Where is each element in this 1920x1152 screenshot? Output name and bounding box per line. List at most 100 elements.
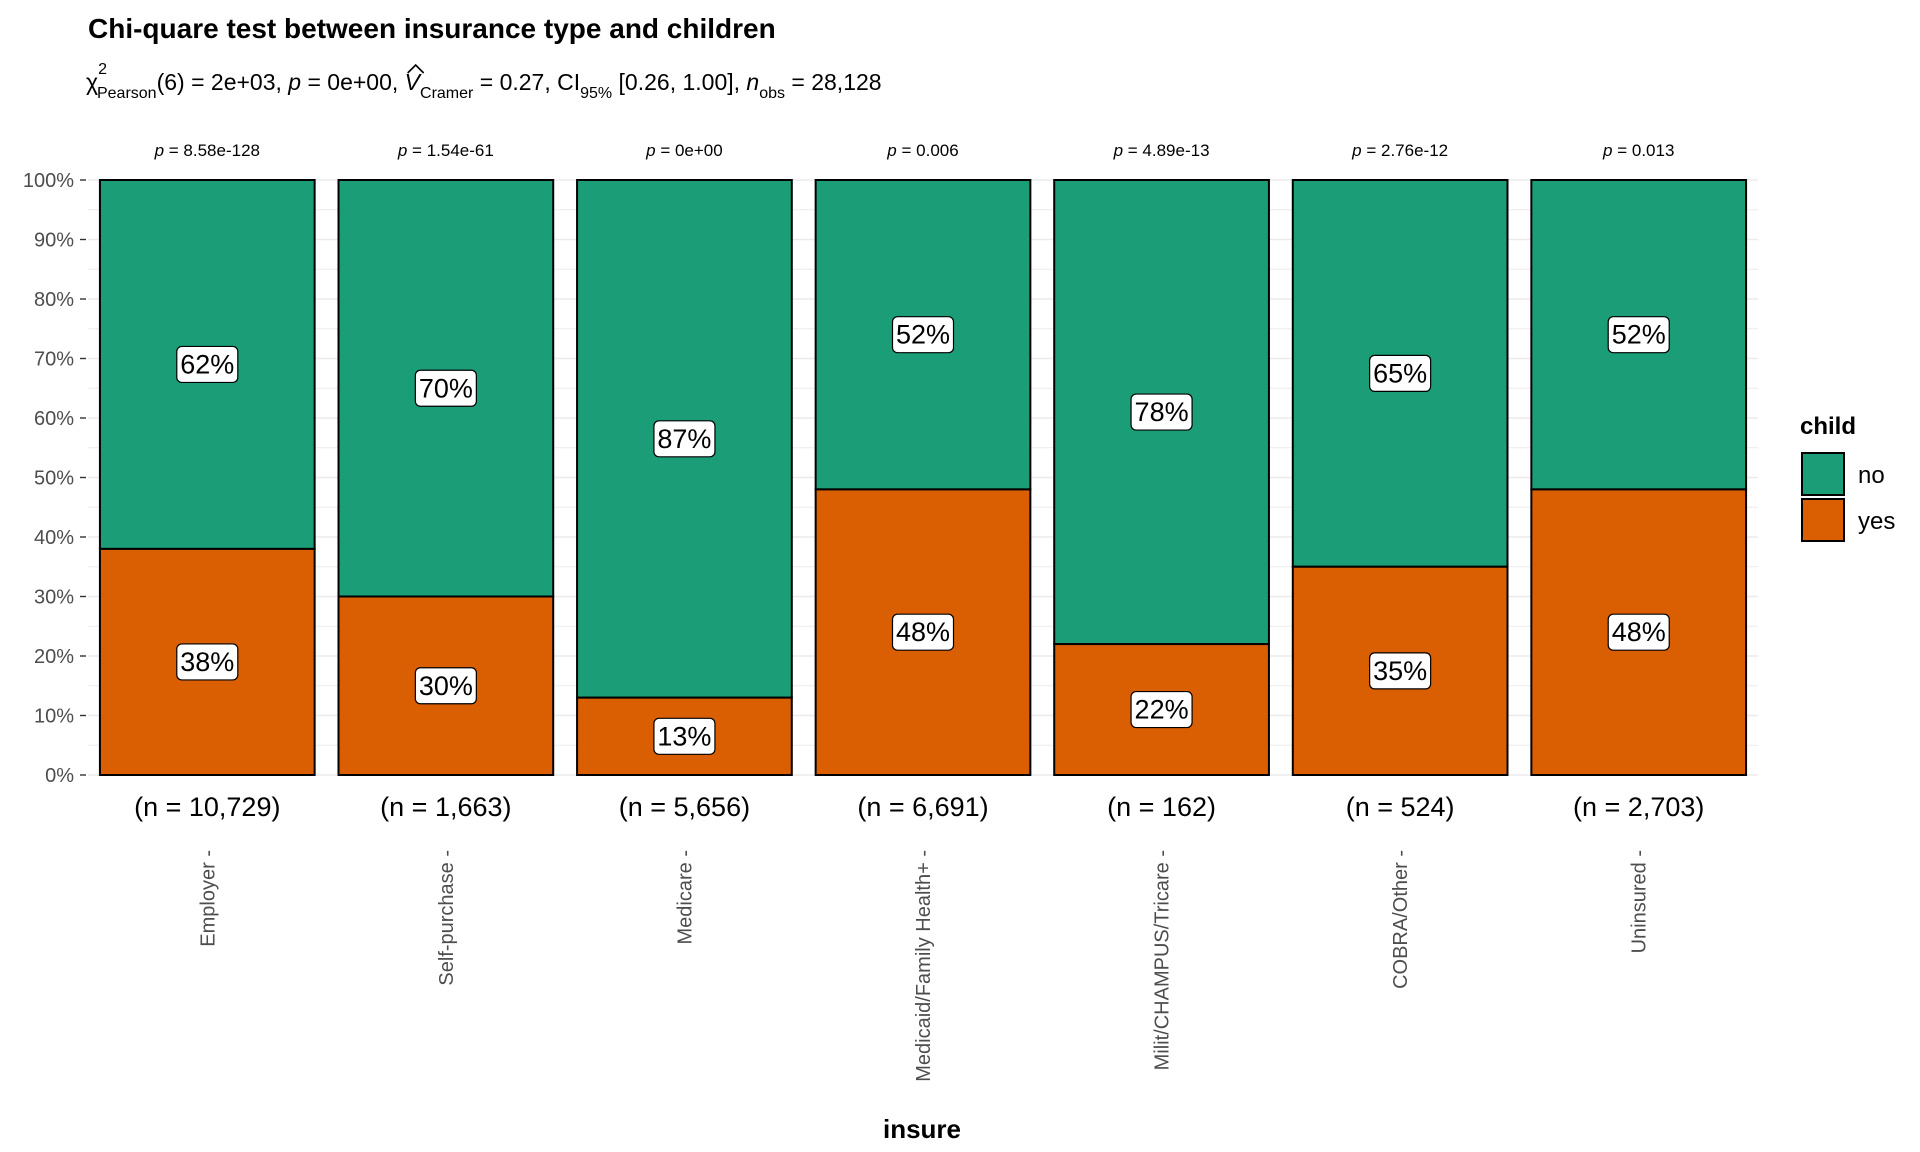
p-value-symbol: p bbox=[397, 141, 407, 160]
x-tick-label: Self-purchase - bbox=[436, 850, 458, 986]
bar-label-no-box bbox=[176, 345, 239, 384]
p-value-symbol: p bbox=[886, 141, 896, 160]
chart-title: Chi-quare test between insurance type an… bbox=[88, 13, 776, 44]
p-value-symbol: p bbox=[645, 141, 655, 160]
p-value-number: = 0.013 bbox=[1612, 141, 1674, 160]
subtitle-chi-sup: 2 bbox=[98, 61, 107, 78]
n-label: (n = 6,691) bbox=[857, 792, 988, 822]
p-value-number: = 0e+00 bbox=[656, 141, 723, 160]
n-label: (n = 2,703) bbox=[1573, 792, 1704, 822]
bar-label-no: 70% bbox=[419, 373, 473, 403]
x-tick-label: Milit/CHAMPUS/Tricare - bbox=[1152, 850, 1174, 1070]
legend-key-yes bbox=[1801, 498, 1845, 542]
y-tick-label: 100% bbox=[23, 170, 74, 192]
v-hat-mark bbox=[407, 63, 425, 74]
bar-label-yes: 48% bbox=[896, 617, 950, 647]
bar-label-no-box bbox=[653, 420, 716, 458]
bar-label-yes-box bbox=[414, 667, 477, 705]
p-value-label: p = 1.54e-61 bbox=[397, 141, 494, 160]
n-label: (n = 524) bbox=[1346, 792, 1455, 822]
p-value-number: = 8.58e-128 bbox=[164, 141, 260, 160]
subtitle-chi: χ bbox=[86, 69, 98, 95]
bar-label-no-box bbox=[1369, 354, 1432, 392]
bar-label-no-box bbox=[414, 369, 477, 407]
n-label: (n = 162) bbox=[1107, 792, 1216, 822]
x-tick-label: Employer - bbox=[197, 850, 219, 947]
bar-label-yes: 22% bbox=[1135, 695, 1189, 725]
y-tick-label: 60% bbox=[34, 408, 74, 430]
bar-label-no: 65% bbox=[1373, 358, 1427, 388]
bar-label-no: 62% bbox=[180, 349, 234, 379]
y-tick-label: 30% bbox=[34, 587, 74, 609]
bar-label-no: 52% bbox=[896, 320, 950, 350]
y-tick-label: 20% bbox=[34, 646, 74, 668]
bar-label-yes: 35% bbox=[1373, 656, 1427, 686]
p-value-symbol: p bbox=[1351, 141, 1361, 160]
p-value-label: p = 8.58e-128 bbox=[154, 141, 260, 160]
p-value-number: = 4.89e-13 bbox=[1123, 141, 1210, 160]
p-value-label: p = 4.89e-13 bbox=[1113, 141, 1210, 160]
y-tick-label: 70% bbox=[34, 349, 74, 371]
subtitle-part4: [0.26, 1.00], bbox=[612, 69, 746, 95]
subtitle-part2: = 0e+00, bbox=[301, 69, 405, 95]
n-label: (n = 5,656) bbox=[619, 792, 750, 822]
p-value-number: = 2.76e-12 bbox=[1362, 141, 1449, 160]
p-value-number: = 0.006 bbox=[897, 141, 959, 160]
p-value-symbol: p bbox=[1602, 141, 1612, 160]
bar-label-no: 87% bbox=[657, 424, 711, 454]
bar-label-yes-box bbox=[653, 717, 716, 755]
subtitle-n-symbol: n bbox=[746, 69, 759, 95]
bar-label-yes-box bbox=[1130, 690, 1193, 729]
legend: child no yes bbox=[1800, 413, 1895, 542]
subtitle-v-sub: Cramer bbox=[420, 85, 474, 102]
bar-label-no: 52% bbox=[1612, 320, 1666, 350]
legend-title: child bbox=[1800, 413, 1856, 440]
p-value-number: = 1.54e-61 bbox=[407, 141, 494, 160]
subtitle-ci-sub: 95% bbox=[580, 85, 612, 102]
subtitle-v-symbol: V bbox=[405, 69, 423, 95]
p-value-symbol: p bbox=[154, 141, 164, 160]
p-value-label: p = 0.013 bbox=[1602, 141, 1674, 160]
p-value-label: p = 2.76e-12 bbox=[1351, 141, 1448, 160]
y-tick-label: 50% bbox=[34, 468, 74, 490]
bar-label-yes-box bbox=[891, 613, 955, 651]
bar-label-yes-box bbox=[1607, 613, 1670, 651]
bars: 62% 38% p = 8.58e-128 70% 30% p = 1.54e-61 87%… bbox=[98, 141, 1748, 777]
n-label: (n = 1,663) bbox=[380, 792, 511, 822]
bar-no bbox=[1053, 179, 1270, 646]
y-tick-label: 10% bbox=[34, 706, 74, 728]
p-value-label: p = 0e+00 bbox=[645, 141, 723, 160]
n-label: (n = 10,729) bbox=[134, 792, 280, 822]
y-axis: 0% 10% 20% 30% 40% 50% 60% 70% 80% 90% 100% bbox=[23, 170, 86, 787]
y-tick-label: 90% bbox=[34, 230, 74, 252]
p-value-label: p = 0.006 bbox=[886, 141, 958, 160]
subtitle-part1: (6) = 2e+03, bbox=[157, 69, 289, 95]
bar-label-yes: 48% bbox=[1612, 617, 1666, 647]
legend-key-no bbox=[1801, 452, 1845, 496]
y-tick-label: 80% bbox=[34, 289, 74, 311]
x-tick-label: COBRA/Other - bbox=[1390, 850, 1412, 989]
bar-label-yes-box bbox=[1369, 652, 1432, 690]
subtitle-part3: = 0.27, CI bbox=[473, 69, 580, 95]
y-tick-label: 40% bbox=[34, 527, 74, 549]
x-tick-label: Medicaid/Family Health+ - bbox=[913, 850, 935, 1082]
bar-label-yes: 30% bbox=[419, 671, 473, 701]
x-tick-label: Uninsured - bbox=[1629, 850, 1651, 953]
bar-label-no-box bbox=[891, 316, 955, 354]
subtitle-p-symbol: p bbox=[287, 69, 301, 95]
legend-label-yes: yes bbox=[1858, 508, 1895, 535]
subtitle-chi-sub: Pearson bbox=[97, 85, 157, 102]
bar-label-no-box bbox=[1607, 316, 1670, 354]
y-tick-label: 0% bbox=[45, 765, 74, 787]
subtitle-n-sub: obs bbox=[759, 85, 785, 102]
bar-label-yes-box bbox=[176, 643, 239, 681]
bar-label-yes: 38% bbox=[180, 647, 234, 677]
bar-label-no: 78% bbox=[1135, 397, 1189, 427]
chart-subtitle: χ2 Pearson(6) = 2e+03, p = 0e+00, VCramer… bbox=[86, 61, 882, 102]
x-tick-label: Medicare - bbox=[674, 850, 696, 944]
bar-label-yes: 13% bbox=[657, 721, 711, 751]
x-axis-title: insure bbox=[883, 1114, 961, 1144]
subtitle-part5: = 28,128 bbox=[785, 69, 882, 95]
x-axis: (n = 10,729) Employer - (n = 1,663) Self-pu… bbox=[134, 792, 1704, 1082]
